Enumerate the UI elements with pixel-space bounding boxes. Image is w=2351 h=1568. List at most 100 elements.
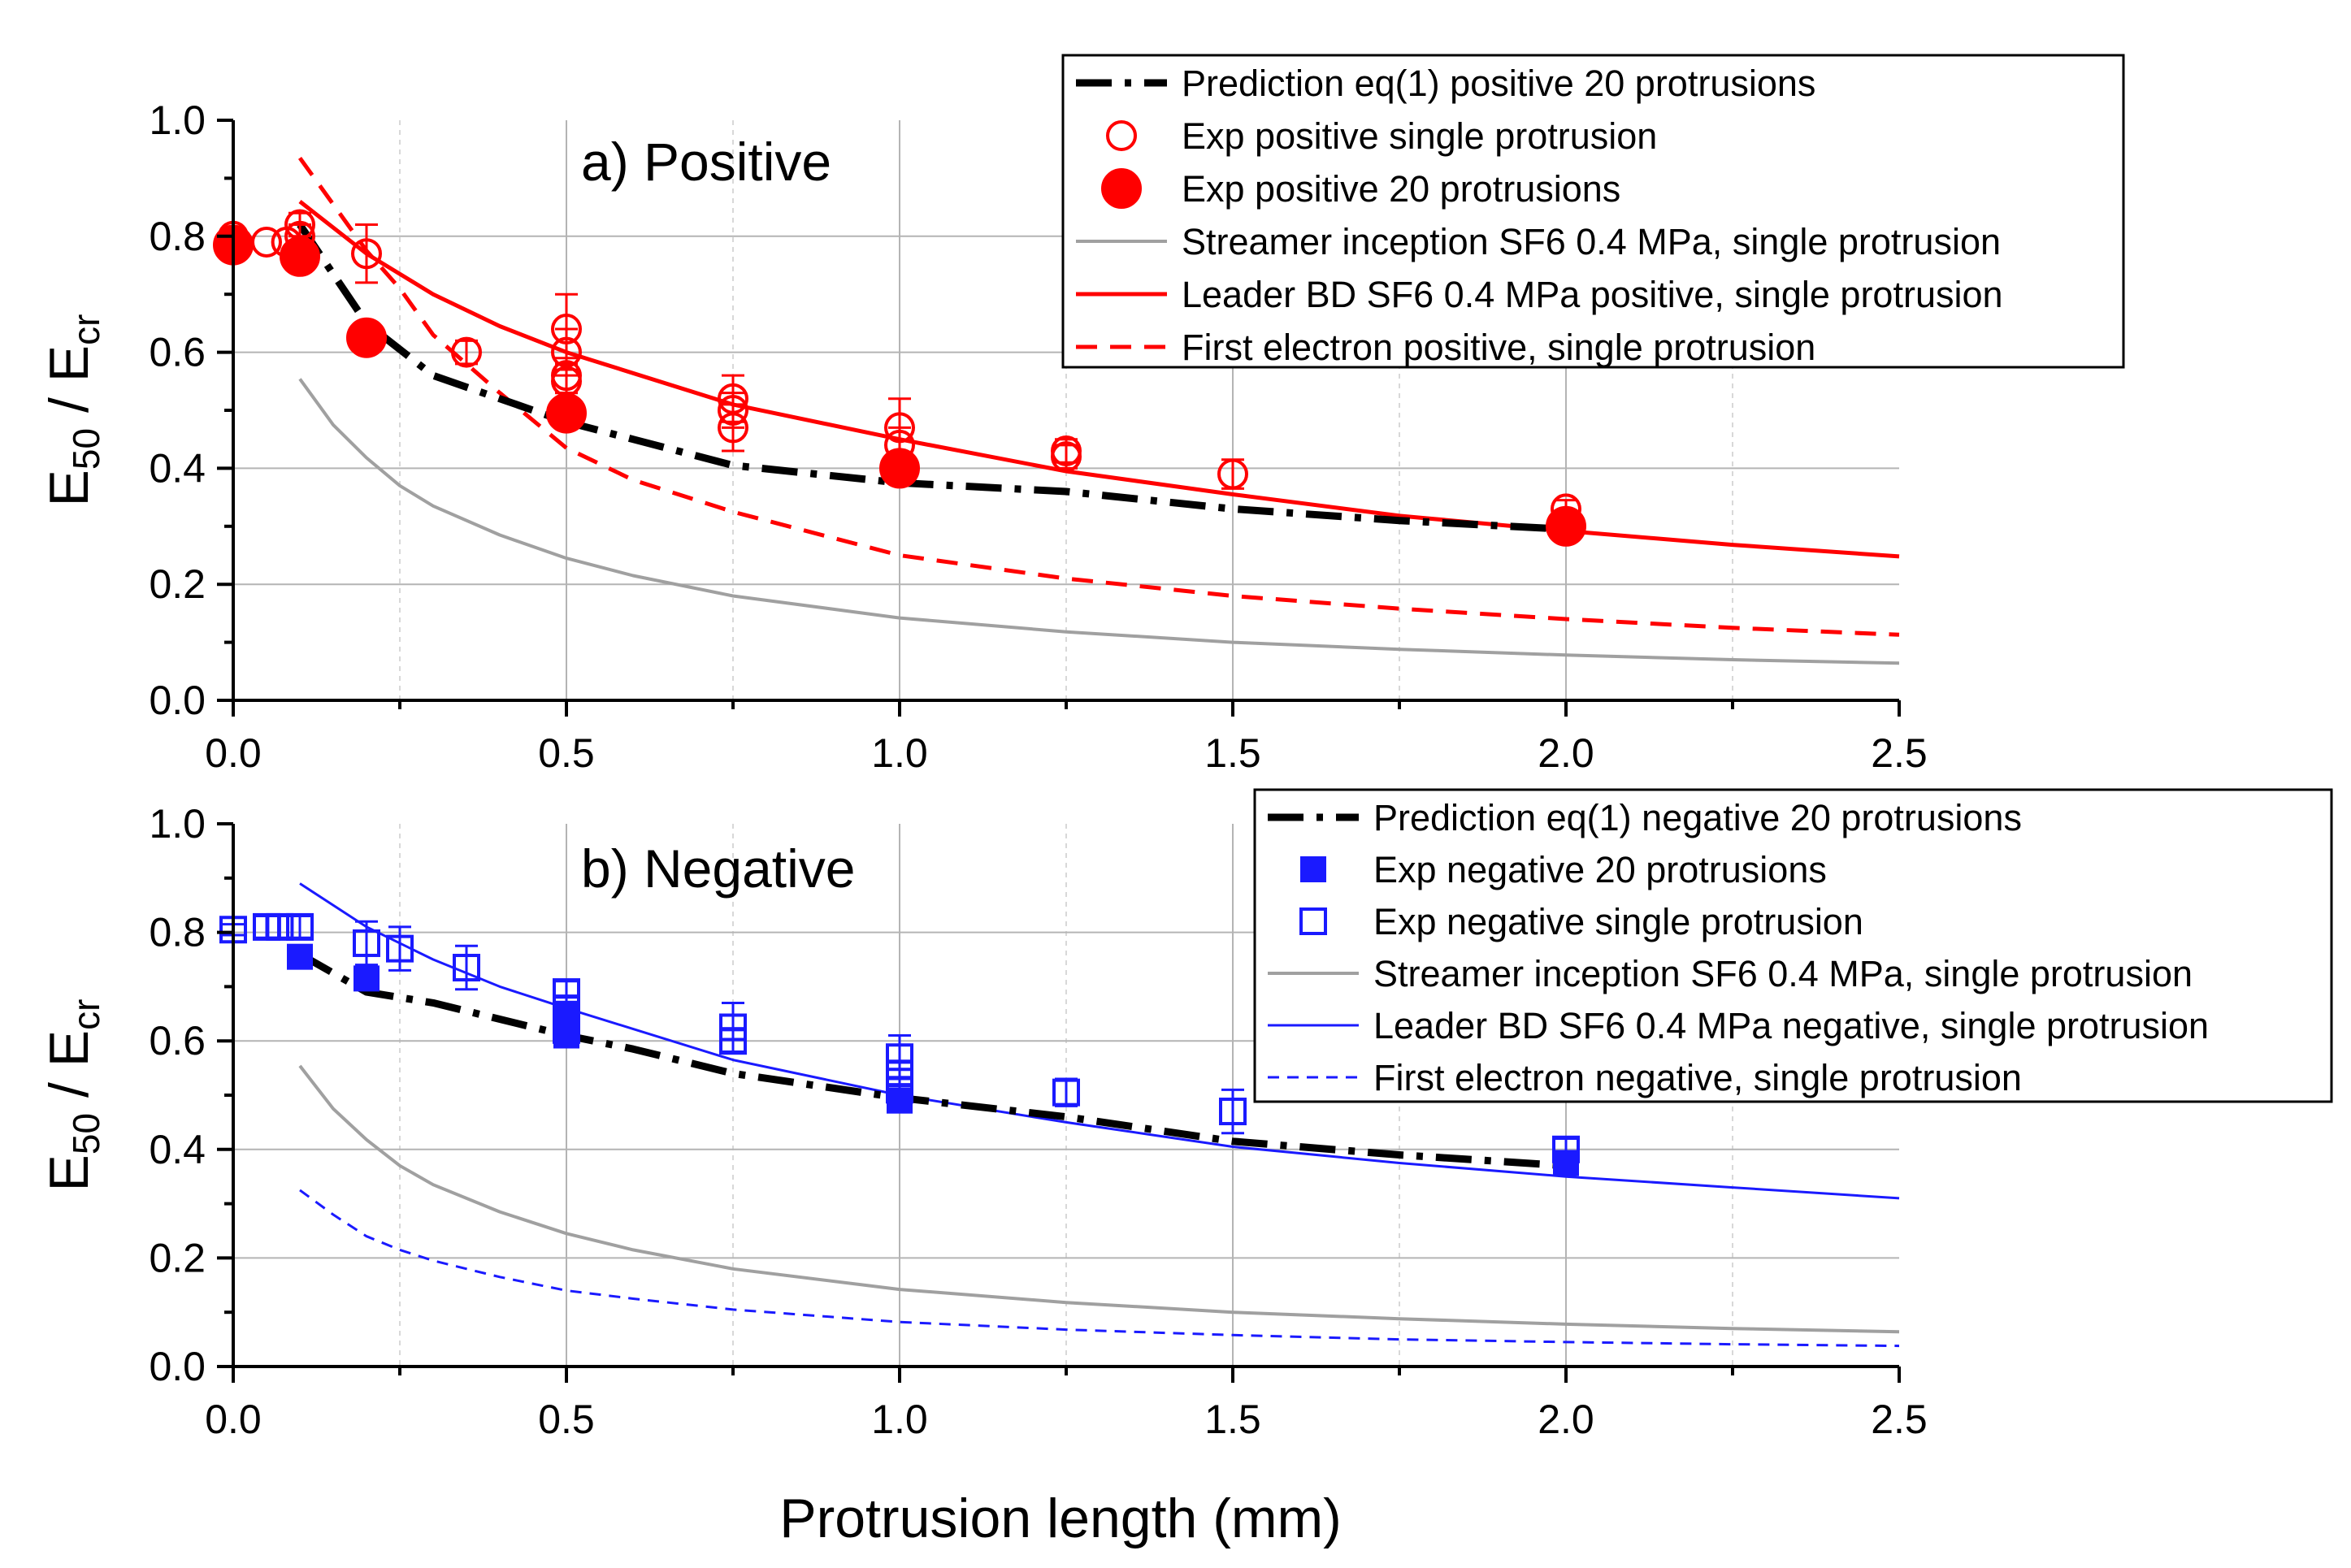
x-tick-label: 0.5: [538, 730, 595, 776]
legend-item: Exp positive single protrusion: [1106, 115, 1657, 157]
series-line: [298, 378, 1900, 665]
error-bar: [1055, 1077, 1078, 1107]
series-line: [299, 1189, 1900, 1348]
axes: 0.0 0.5 1.0 1.5 2.0 2.5 0.0 0.2 0.4 0.6 0.8 1.0: [149, 801, 1927, 1442]
legend-swatch: [1106, 120, 1137, 151]
data-point: [280, 236, 320, 277]
x-tick-label: 2.5: [1871, 730, 1928, 776]
error-bar: [1221, 1088, 1244, 1135]
legend-item: First electron negative, single protrusi…: [1268, 1057, 2022, 1098]
legend: Prediction eq(1) positive 20 protrusions…: [1061, 54, 2125, 369]
legend-label: Prediction eq(1) positive 20 protrusions: [1182, 63, 1815, 104]
data-point: [453, 954, 480, 982]
data-point: [719, 1027, 747, 1055]
data-point: [879, 448, 920, 489]
y-tick-label: 0.6: [149, 1018, 206, 1063]
legend-label: Prediction eq(1) negative 20 protrusions: [1373, 797, 2022, 838]
error-bar: [555, 368, 578, 395]
legend-swatch: [1101, 168, 1142, 209]
y-tick-label: 1.0: [149, 801, 206, 847]
series-line: [297, 951, 1567, 1170]
y-tick-label: 0.2: [149, 561, 206, 607]
y-tick-label: 0.0: [149, 678, 206, 723]
x-tick-label: 2.0: [1538, 730, 1594, 776]
data-point: [354, 965, 380, 992]
x-tick-label: 2.5: [1871, 1397, 1928, 1442]
legend-label: First electron positive, single protrusi…: [1182, 327, 1815, 368]
legend-label: Streamer inception SF6 0.4 MPa, single p…: [1373, 953, 2193, 994]
legend-item: Leader BD SF6 0.4 MPa negative, single p…: [1268, 1005, 2209, 1046]
legend-label: Leader BD SF6 0.4 MPa positive, single p…: [1182, 274, 2003, 315]
x-axis-title: Protrusion length (mm): [779, 1488, 1342, 1549]
legend-swatch: [1300, 856, 1326, 882]
error-bar: [388, 925, 411, 972]
y-tick-label: 0.8: [149, 910, 206, 955]
legend-box: [1061, 54, 2125, 369]
y-axis-title: E50 / Ecr: [38, 314, 107, 507]
legend-box: [1253, 788, 2333, 1103]
x-tick-label: 1.5: [1204, 730, 1261, 776]
data-point: [1051, 441, 1082, 473]
series-line: [298, 1064, 1900, 1334]
axes: 0.0 0.5 1.0 1.5 2.0 2.5 0.0 0.2 0.4 0.6 0.8 1.0: [149, 97, 1927, 776]
error-bar: [722, 403, 744, 453]
x-tick-label: 0.0: [205, 1397, 262, 1442]
y-tick-label: 0.4: [149, 445, 206, 491]
x-tick-label: 1.0: [871, 1397, 928, 1442]
panel-title: a) Positive: [581, 132, 831, 192]
data-point: [1217, 458, 1248, 490]
panel-title: b) Negative: [581, 838, 856, 899]
data-point: [351, 238, 382, 270]
data-point: [718, 412, 748, 444]
legend-label: Exp positive 20 protrusions: [1182, 168, 1620, 210]
data-point: [553, 1016, 580, 1044]
data-point: [1552, 1135, 1580, 1163]
data-point: [346, 317, 387, 358]
y-tick-label: 0.4: [149, 1127, 206, 1172]
data-point: [1219, 1098, 1247, 1126]
x-tick-label: 1.0: [871, 730, 928, 776]
panel-negative: 0.0 0.5 1.0 1.5 2.0 2.5 0.0 0.2 0.4 0.6 0.8 1.0 E50 …: [38, 788, 2333, 1442]
legend-label: Exp negative single protrusion: [1373, 901, 1863, 942]
legend-item: First electron positive, single protrusi…: [1076, 327, 1815, 368]
series-line: [297, 156, 1900, 637]
legend-label: Exp negative 20 protrusions: [1373, 849, 1827, 890]
legend-item: Leader BD SF6 0.4 MPa positive, single p…: [1076, 274, 2003, 315]
y-tick-label: 0.6: [149, 330, 206, 375]
data-point: [353, 929, 380, 957]
y-axis-title: E50 / Ecr: [38, 999, 107, 1192]
data-point: [546, 392, 587, 434]
data-point: [1052, 1078, 1080, 1107]
y-tick-label: 0.8: [149, 214, 206, 259]
legend-label: Leader BD SF6 0.4 MPa negative, single p…: [1373, 1005, 2209, 1046]
legend: Prediction eq(1) negative 20 protrusions…: [1253, 788, 2333, 1103]
legend-item: Prediction eq(1) positive 20 protrusions: [1076, 63, 1815, 104]
x-tick-label: 0.0: [205, 730, 262, 776]
error-bar: [455, 944, 478, 991]
error-bar: [355, 920, 378, 967]
x-tick-label: 1.5: [1204, 1397, 1261, 1442]
y-tick-label: 0.2: [149, 1235, 206, 1280]
y-tick-label: 1.0: [149, 97, 206, 143]
legend-item: Exp negative 20 protrusions: [1300, 849, 1827, 890]
data-point: [286, 912, 314, 941]
x-tick-label: 0.5: [538, 1397, 595, 1442]
panel-positive: 0.0 0.5 1.0 1.5 2.0 2.5 0.0 0.2 0.4 0.6 0.8 1.0 E50 …: [38, 54, 2125, 776]
data-point: [886, 1076, 913, 1104]
legend-label: Streamer inception SF6 0.4 MPa, single p…: [1182, 221, 2001, 262]
legend-label: First electron negative, single protrusi…: [1373, 1057, 2022, 1098]
data-point: [1546, 505, 1586, 547]
legend-item: Streamer inception SF6 0.4 MPa, single p…: [1268, 953, 2193, 994]
data-point: [287, 943, 313, 970]
legend-item: Exp positive 20 protrusions: [1101, 168, 1620, 210]
legend-item: Streamer inception SF6 0.4 MPa, single p…: [1076, 221, 2001, 262]
legend-swatch: [1299, 907, 1327, 935]
data-point: [451, 336, 482, 368]
legend-label: Exp positive single protrusion: [1182, 115, 1657, 157]
x-tick-label: 2.0: [1538, 1397, 1594, 1442]
error-bar: [355, 223, 378, 284]
legend-item: Prediction eq(1) negative 20 protrusions: [1268, 797, 2022, 838]
series-line: [297, 222, 1567, 533]
data-point: [266, 912, 294, 941]
